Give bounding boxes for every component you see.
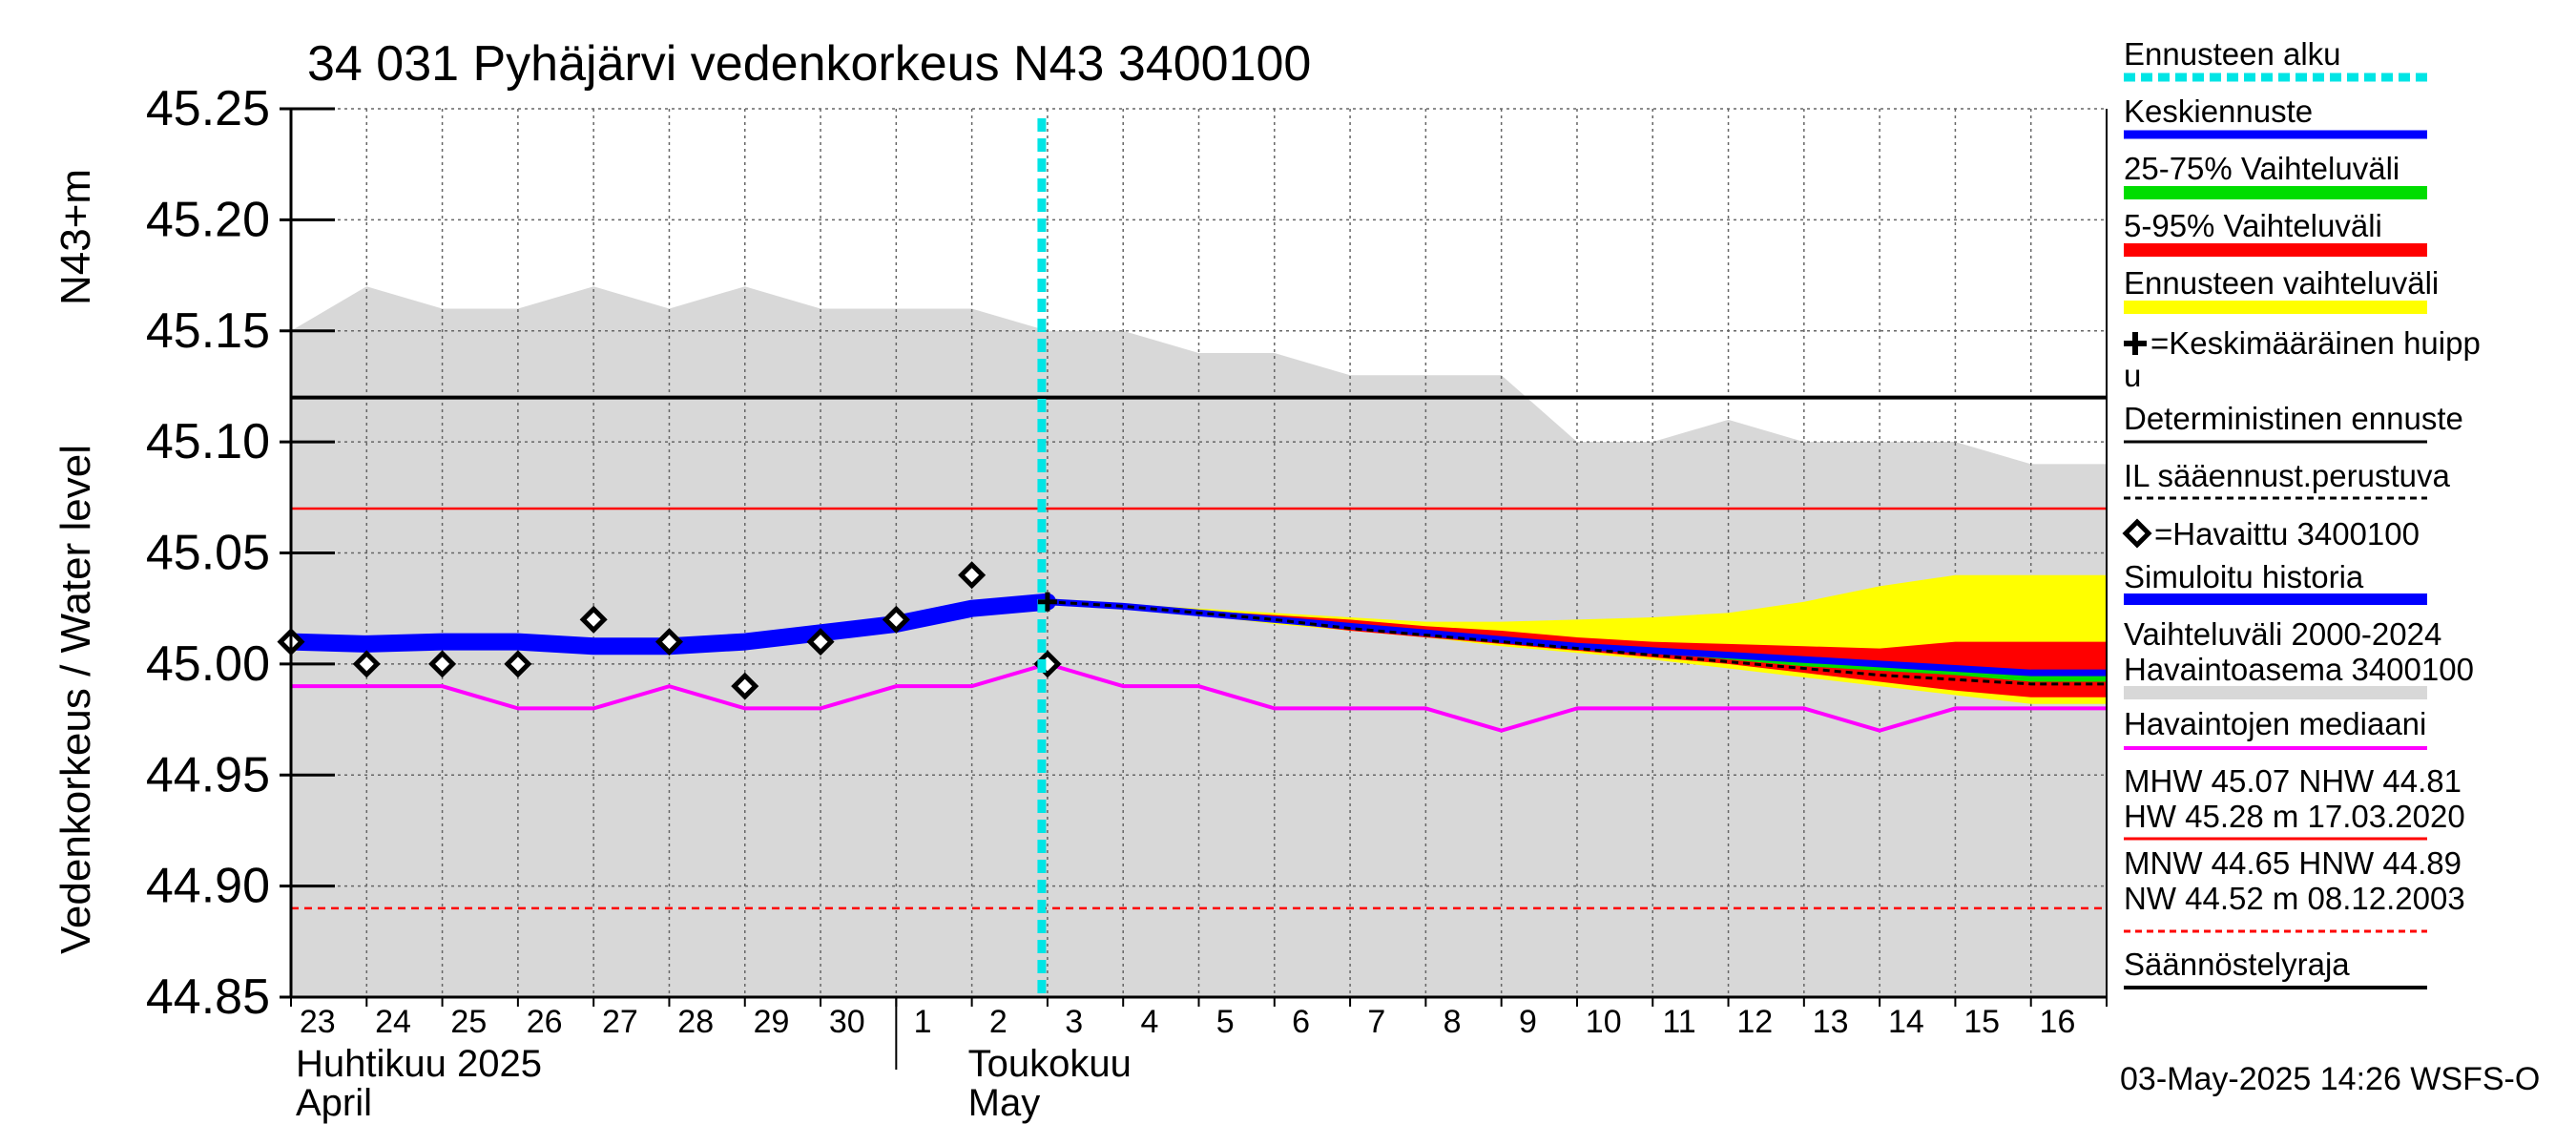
x-tick-label: 12 — [1736, 1004, 1773, 1040]
x-tick-label: 5 — [1216, 1004, 1235, 1040]
x-tick-label: 2 — [989, 1004, 1008, 1040]
y-tick-label: 45.00 — [146, 636, 270, 692]
month-label-fi: Huhtikuu 2025 — [296, 1043, 542, 1085]
legend-label: 5-95% Vaihteluväli — [2124, 208, 2382, 243]
legend-label: Deterministinen ennuste — [2124, 401, 2463, 436]
y-axis-unit: N43+m — [52, 169, 99, 305]
x-tick-label: 3 — [1065, 1004, 1083, 1040]
legend-label: =Keskimääräinen huipp — [2150, 325, 2481, 361]
x-tick-label: 30 — [829, 1004, 865, 1040]
x-tick-label: 14 — [1888, 1004, 1924, 1040]
x-tick-label: 23 — [300, 1004, 336, 1040]
deterministic-forecast-line — [1047, 600, 2107, 686]
observed-point — [504, 650, 532, 678]
legend-label: MHW 45.07 NHW 44.81 — [2124, 763, 2462, 799]
x-tick-label: 11 — [1662, 1004, 1695, 1040]
legend-label: Havaintoasema 3400100 — [2124, 652, 2474, 687]
legend-label: u — [2124, 358, 2141, 393]
axes: 45.25 45.20 45.15 45.10 45.05 45.00 44.95 44.90… — [146, 81, 2108, 1124]
legend-label: Ennusteen alku — [2124, 36, 2341, 72]
observed-point — [428, 650, 457, 678]
median-line — [291, 661, 2107, 733]
timestamp: 03-May-2025 14:26 WSFS-O — [2120, 1061, 2540, 1097]
legend-label: Ennusteen vaihteluväli — [2124, 265, 2439, 301]
legend-label: Simuloitu historia — [2124, 559, 2364, 594]
x-tick-label: 26 — [527, 1004, 563, 1040]
observed-point — [731, 672, 759, 700]
legend-label: Keskiennuste — [2124, 94, 2313, 129]
x-tick-label: 24 — [375, 1004, 411, 1040]
x-tick-label: 25 — [450, 1004, 487, 1040]
x-tick-label: 27 — [602, 1004, 638, 1040]
legend-label: MNW 44.65 HNW 44.89 — [2124, 845, 2462, 881]
observed-point — [882, 605, 910, 634]
x-tick-label: 16 — [2040, 1004, 2076, 1040]
observed-point — [654, 628, 683, 656]
legend-label: NW 44.52 m 08.12.2003 — [2124, 881, 2465, 916]
legend-observed-marker — [2122, 518, 2152, 549]
chart-title: 34 031 Pyhäjärvi vedenkorkeus N43 340010… — [307, 36, 1311, 92]
y-tick-label: 44.95 — [146, 747, 270, 802]
y-tick-label: 45.15 — [146, 303, 270, 359]
legend-label: =Havaittu 3400100 — [2154, 516, 2420, 552]
x-tick-label: 15 — [1963, 1004, 2000, 1040]
observed-point — [352, 650, 381, 678]
plot-area — [277, 108, 2107, 998]
legend-label: Havaintojen mediaani — [2124, 706, 2426, 741]
observed-point — [958, 561, 987, 590]
legend-label: IL sääennust.perustuva — [2124, 458, 2450, 493]
y-tick-label: 45.05 — [146, 526, 270, 581]
y-tick-label: 45.20 — [146, 192, 270, 247]
legend-label: 25-75% Vaihteluväli — [2124, 151, 2399, 186]
observed-point — [579, 605, 608, 634]
x-tick-label: 4 — [1140, 1004, 1158, 1040]
legend-label: Säännöstelyraja — [2124, 947, 2350, 982]
month-label-en: April — [296, 1082, 372, 1124]
month-label-en: May — [968, 1082, 1041, 1124]
y-tick-label: 45.25 — [146, 81, 270, 136]
observed-point — [806, 628, 835, 656]
legend-label: Vaihteluväli 2000-2024 — [2124, 616, 2441, 652]
x-tick-label: 28 — [677, 1004, 714, 1040]
x-tick-label: 1 — [914, 1004, 932, 1040]
x-tick-label: 7 — [1367, 1004, 1385, 1040]
x-tick-label: 13 — [1813, 1004, 1849, 1040]
x-tick-label: 6 — [1292, 1004, 1310, 1040]
y-axis-label: Vedenkorkeus / Water level — [52, 445, 99, 954]
x-tick-label: 10 — [1586, 1004, 1622, 1040]
legend: Ennusteen alku Keskiennuste 25-75% Vaihtel… — [2122, 36, 2481, 989]
y-tick-label: 45.10 — [146, 414, 270, 469]
x-tick-label: 9 — [1519, 1004, 1537, 1040]
x-tick-label: 29 — [754, 1004, 790, 1040]
x-tick-label: 8 — [1444, 1004, 1462, 1040]
legend-label: HW 45.28 m 17.03.2020 — [2124, 799, 2465, 834]
month-label-fi: Toukokuu — [968, 1043, 1132, 1085]
y-tick-label: 44.85 — [146, 969, 270, 1025]
y-tick-label: 44.90 — [146, 859, 270, 914]
